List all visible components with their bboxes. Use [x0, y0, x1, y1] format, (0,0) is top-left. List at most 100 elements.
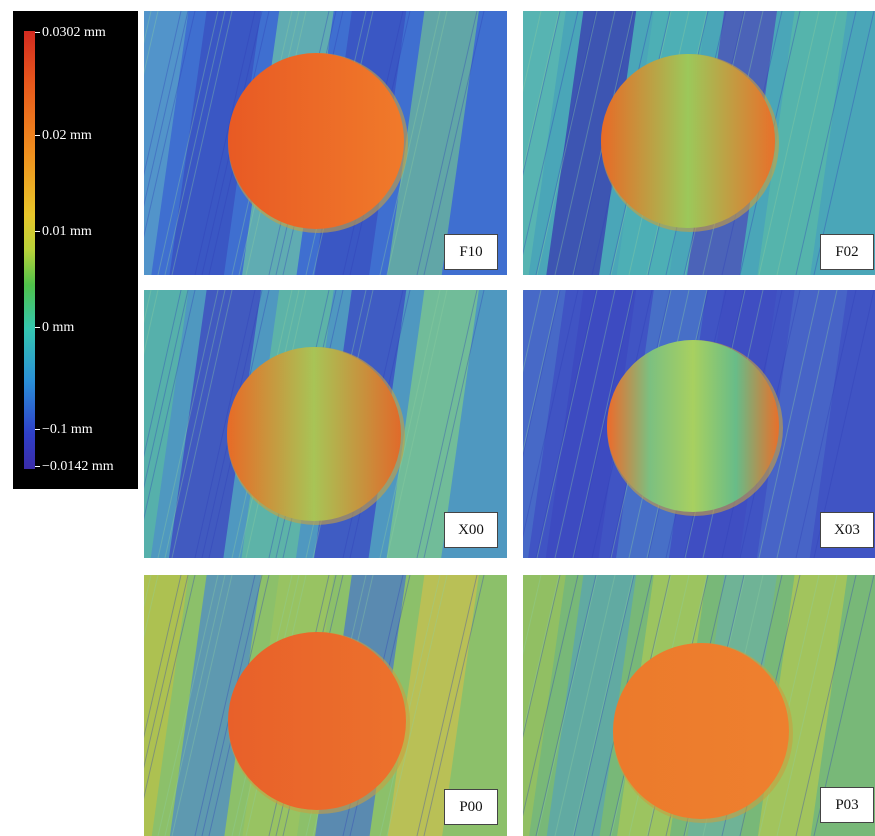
surface-texture [523, 290, 875, 558]
scratch-line [144, 575, 189, 769]
scratch-line [535, 290, 597, 558]
scratch-line [144, 11, 159, 75]
colorbar-tick [35, 32, 40, 33]
colorbar-legend: 0.0302 mm 0.02 mm 0.01 mm 0 mm −0.1 mm −… [13, 11, 138, 489]
scratch-line [536, 575, 598, 836]
colorbar-tick [35, 327, 40, 328]
scratch-line [523, 290, 560, 454]
height-map-panel-f02: F02 [523, 11, 875, 275]
dimple-disk [227, 347, 401, 521]
surface-band [756, 290, 848, 558]
scratch-line [164, 575, 226, 836]
colorbar-tick [35, 231, 40, 232]
surface-band [523, 11, 566, 275]
scratch-line [144, 290, 189, 489]
colorbar-label-002: 0.02 mm [42, 128, 92, 143]
scratch-line [813, 11, 875, 275]
scratch-line [523, 575, 561, 739]
scratch-line [194, 290, 256, 558]
scratch-line [523, 575, 542, 656]
surface-band [546, 11, 637, 275]
scratch-line [795, 575, 857, 836]
scratch-line [535, 11, 597, 275]
scratch-line [144, 290, 159, 355]
scratch-line [171, 575, 233, 836]
scratch-line [423, 11, 485, 275]
scratch-line [144, 11, 182, 177]
scratch-line [554, 575, 616, 836]
scratch-line [795, 290, 857, 558]
scratch-line [386, 575, 448, 836]
colorbar-label-max: 0.0302 mm [42, 25, 106, 40]
surface-band [386, 290, 479, 558]
height-map-panel-x03: X03 [523, 290, 875, 558]
scratch-line [573, 290, 635, 558]
scratch-line [144, 290, 182, 458]
height-map-panel-f10: F10 [144, 11, 507, 275]
scratch-line [157, 11, 219, 275]
height-map-panel-p03: P03 [523, 575, 875, 836]
scratch-line [157, 575, 219, 836]
colorbar-gradient [24, 31, 35, 469]
surface-band [546, 575, 637, 836]
surface-texture [144, 290, 507, 558]
scratch-line [379, 290, 441, 558]
scratch-line [572, 290, 634, 558]
height-map-panel-x00: X00 [144, 290, 507, 558]
scratch-line [758, 290, 820, 558]
scratch-line [572, 575, 634, 836]
scratch-line [171, 11, 233, 275]
scratch-line [535, 575, 597, 836]
surface-band [144, 575, 189, 836]
surface-band [387, 11, 479, 275]
scratch-line [416, 290, 478, 558]
scratch-line [157, 290, 219, 558]
scratch-line [144, 575, 159, 639]
surface-band [144, 290, 189, 558]
scratch-line [379, 11, 441, 275]
scratch-line [386, 11, 448, 275]
dimple-disk [601, 54, 775, 228]
surface-band [387, 575, 479, 836]
scratch-line [423, 290, 485, 558]
surface-texture [144, 575, 507, 836]
panel-label: P03 [820, 787, 874, 823]
scratch-line [523, 11, 542, 93]
surface-texture [523, 575, 875, 836]
scratch-line [554, 11, 616, 275]
colorbar-label-min: −0.0142 mm [42, 459, 114, 474]
colorbar-label-neg01: −0.1 mm [42, 422, 93, 437]
surface-band [757, 11, 848, 275]
panel-label: P00 [444, 789, 498, 825]
scratch-line [144, 575, 196, 800]
surface-band [169, 11, 262, 275]
scratch-line [144, 11, 189, 207]
scratch-line [416, 575, 478, 836]
scratch-line [144, 575, 182, 739]
scratch-line [795, 11, 857, 275]
panel-label: F02 [820, 234, 874, 270]
colorbar-tick [35, 135, 40, 136]
dimple-disk [228, 53, 404, 229]
scratch-line [416, 11, 478, 275]
colorbar-label-zero: 0 mm [42, 320, 75, 335]
scratch-line [523, 290, 542, 373]
dimple-disk [613, 643, 789, 819]
surface-band [168, 290, 262, 558]
panel-label: X00 [444, 512, 498, 548]
surface-texture [144, 11, 507, 275]
height-map-panel-p00: P00 [144, 575, 507, 836]
panel-label: F10 [444, 234, 498, 270]
dimple-disk [228, 632, 406, 810]
dimple-disk [607, 340, 779, 512]
scratch-line [171, 290, 233, 558]
scratch-line [523, 575, 579, 817]
scratch-line [776, 290, 838, 558]
scratch-line [776, 575, 838, 836]
scratch-line [573, 575, 635, 836]
colorbar-tick [35, 466, 40, 467]
scratch-line [776, 11, 838, 275]
scratch-line [386, 290, 448, 558]
colorbar-label-001: 0.01 mm [42, 224, 92, 239]
scratch-line [554, 290, 616, 558]
